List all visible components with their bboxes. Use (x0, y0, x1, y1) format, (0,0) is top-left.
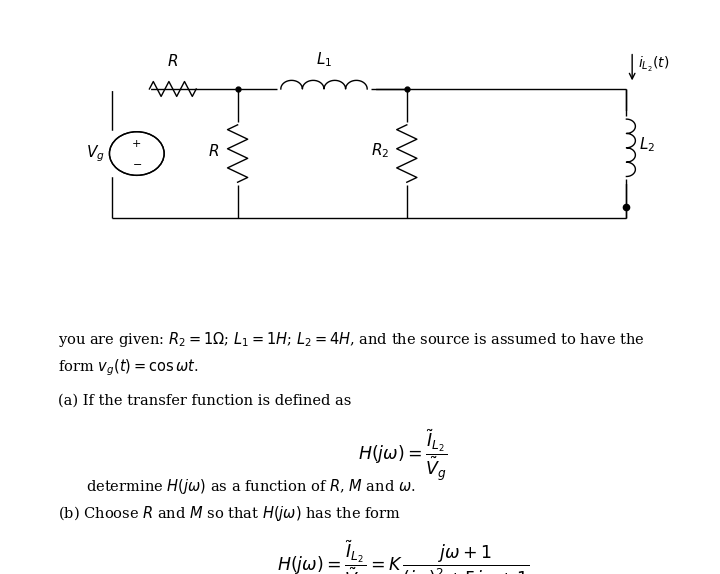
Text: (a) If the transfer function is defined as: (a) If the transfer function is defined … (58, 393, 351, 408)
Text: determine $H(j\omega)$ as a function of $R$, $M$ and $\omega$.: determine $H(j\omega)$ as a function of … (86, 476, 416, 496)
Text: $L_2$: $L_2$ (639, 135, 655, 154)
Text: $-$: $-$ (132, 158, 142, 168)
Text: +: + (132, 139, 142, 149)
Text: form $v_g(t) = \cos\omega t$.: form $v_g(t) = \cos\omega t$. (58, 358, 198, 378)
Text: you are given: $R_2 = 1\Omega$; $L_1 = 1H$; $L_2 = 4H$, and the source is assume: you are given: $R_2 = 1\Omega$; $L_1 = 1… (58, 330, 644, 349)
Text: $V_g$: $V_g$ (86, 144, 104, 164)
Text: $H(j\omega) = \dfrac{\tilde{I}_{L_2}}{\tilde{V}_g}$: $H(j\omega) = \dfrac{\tilde{I}_{L_2}}{\t… (359, 428, 448, 483)
Text: $R$: $R$ (209, 143, 220, 158)
Text: $H(j\omega) = \dfrac{\tilde{I}_{L_2}}{\tilde{V}_g} = K\,\dfrac{j\omega+1}{(j\ome: $H(j\omega) = \dfrac{\tilde{I}_{L_2}}{\t… (276, 538, 530, 574)
Text: (b) Choose $R$ and $M$ so that $H(j\omega)$ has the form: (b) Choose $R$ and $M$ so that $H(j\omeg… (58, 504, 400, 523)
Text: $i_{L_2}(t)$: $i_{L_2}(t)$ (638, 55, 669, 73)
Text: $L_1$: $L_1$ (316, 50, 332, 69)
Text: $R_2$: $R_2$ (371, 141, 389, 160)
Text: $R$: $R$ (167, 53, 179, 69)
